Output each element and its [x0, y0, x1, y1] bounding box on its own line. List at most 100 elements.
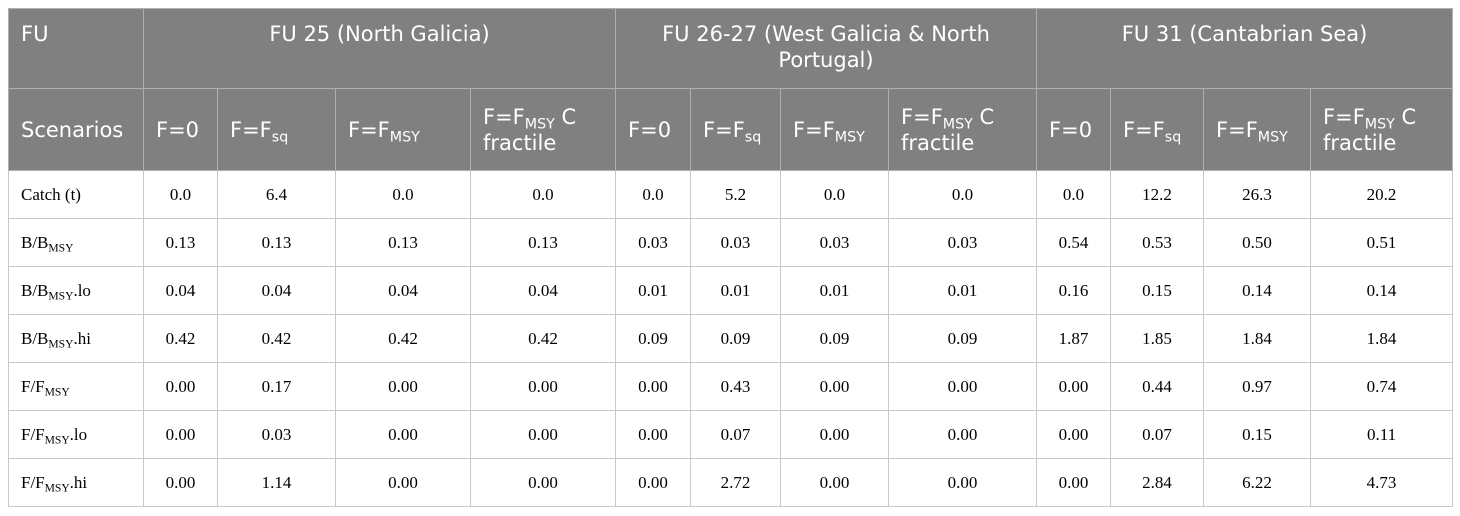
cell: 0.00 [888, 362, 1038, 411]
cell: 0.01 [615, 266, 692, 315]
cell: 0.01 [888, 266, 1038, 315]
group-header: FU 26-27 (West Galicia & North Portugal) [615, 8, 1038, 89]
group-header: FU 31 (Cantabrian Sea) [1036, 8, 1454, 89]
cell: 0.42 [217, 314, 336, 363]
cell: 0.00 [143, 362, 218, 411]
cell: 0.00 [888, 458, 1038, 507]
cell: 0.04 [335, 266, 471, 315]
data-row: Catch (t) 0.0 6.4 0.0 0.0 0.0 5.2 0.0 0.0 0.0 12.2… [8, 170, 1454, 219]
row-label: F/FMSY.lo [8, 410, 144, 459]
cell: 12.2 [1110, 170, 1205, 219]
text-tail: C fractile [483, 104, 577, 155]
text: F/F [21, 472, 45, 492]
text-tail: .lo [73, 280, 91, 300]
cell: 0.00 [1036, 458, 1112, 507]
text-tail: C fractile [1323, 104, 1417, 155]
cell: 0.54 [1036, 218, 1112, 267]
data-row: F/FMSY 0.00 0.17 0.00 0.00 0.00 0.43 0.00 0.00 0.… [8, 362, 1454, 411]
cell: 0.17 [217, 362, 336, 411]
data-row: F/FMSY.hi 0.00 1.14 0.00 0.00 0.00 2.72 0.00 0.0… [8, 458, 1454, 507]
cell: 0.00 [888, 410, 1038, 459]
cell: 6.4 [217, 170, 336, 219]
text: F=F [348, 117, 390, 142]
data-row: B/BMSY.hi 0.42 0.42 0.42 0.42 0.09 0.09 0.09 0.0… [8, 314, 1454, 363]
table-body: Catch (t) 0.0 6.4 0.0 0.0 0.0 5.2 0.0 0.0 0.0 12.2… [8, 170, 1454, 507]
cell: 0.0 [1036, 170, 1112, 219]
header-row: Scenarios F=0 F=Fsq F=FMSY F=FMSY C fractile… [8, 88, 1454, 171]
cell: 0.15 [1110, 266, 1205, 315]
scenario-header: F=FMSY C fractile [469, 88, 617, 171]
cell: 0.09 [888, 314, 1038, 363]
cell: 0.00 [1036, 362, 1112, 411]
text: F=F [230, 117, 272, 142]
cell: 0.00 [615, 410, 692, 459]
cell: 0.51 [1310, 218, 1454, 267]
cell: 0.74 [1310, 362, 1454, 411]
cell: 1.84 [1310, 314, 1454, 363]
cell: 0.04 [217, 266, 336, 315]
text: F=0 [1049, 117, 1093, 142]
cell: 0.13 [469, 218, 617, 267]
cell: 0.42 [469, 314, 617, 363]
cell: 0.53 [1110, 218, 1205, 267]
table-header: FU FU 25 (North Galicia) FU 26-27 (West Ga… [8, 8, 1454, 171]
cell: 0.16 [1036, 266, 1112, 315]
row-label: B/BMSY.lo [8, 266, 144, 315]
cell: 0.00 [143, 410, 218, 459]
header-row: FU FU 25 (North Galicia) FU 26-27 (West Ga… [8, 8, 1454, 89]
cell: 5.2 [690, 170, 782, 219]
text: F=F [1323, 104, 1365, 129]
cell: 20.2 [1310, 170, 1454, 219]
subscript: sq [271, 128, 289, 145]
text-tail: C fractile [901, 104, 995, 155]
cell: 0.04 [143, 266, 218, 315]
cell: 0.01 [780, 266, 890, 315]
cell: 6.22 [1203, 458, 1312, 507]
cell: 0.00 [615, 458, 692, 507]
cell: 0.0 [615, 170, 692, 219]
cell: 2.84 [1110, 458, 1205, 507]
scenario-header: F=FMSY [1203, 88, 1312, 171]
cell: 0.00 [143, 458, 218, 507]
text: F=F [483, 104, 525, 129]
cell: 0.00 [335, 410, 471, 459]
text: F=F [703, 117, 745, 142]
subscript: MSY [1257, 128, 1288, 145]
cell: 0.00 [469, 362, 617, 411]
cell: 0.14 [1203, 266, 1312, 315]
scenario-header: F=Fsq [217, 88, 336, 171]
cell: 0.00 [615, 362, 692, 411]
cell: 0.09 [780, 314, 890, 363]
cell: 0.00 [335, 362, 471, 411]
data-row: F/FMSY.lo 0.00 0.03 0.00 0.00 0.00 0.07 0.00 0.0… [8, 410, 1454, 459]
cell: 0.13 [143, 218, 218, 267]
cell: 0.09 [690, 314, 782, 363]
scenarios-header: Scenarios [8, 88, 144, 171]
cell: 0.03 [217, 410, 336, 459]
cell: 0.07 [690, 410, 782, 459]
cell: 0.0 [143, 170, 218, 219]
text: F/F [21, 376, 45, 396]
cell: 0.50 [1203, 218, 1312, 267]
cell: 0.00 [1036, 410, 1112, 459]
text: F=F [1216, 117, 1258, 142]
scenario-header: F=0 [143, 88, 218, 171]
cell: 1.85 [1110, 314, 1205, 363]
cell: 0.04 [469, 266, 617, 315]
text-tail: .hi [69, 472, 88, 492]
cell: 0.03 [888, 218, 1038, 267]
scenario-header: F=0 [1036, 88, 1112, 171]
cell: 0.09 [615, 314, 692, 363]
subscript: MSY [524, 115, 555, 132]
cell: 0.0 [469, 170, 617, 219]
cell: 0.14 [1310, 266, 1454, 315]
scenario-header: F=FMSY C fractile [888, 88, 1038, 171]
text: B/B [21, 280, 49, 300]
scenario-header: F=FMSY [780, 88, 890, 171]
cell: 0.00 [780, 458, 890, 507]
cell: 0.13 [217, 218, 336, 267]
scenario-header: F=FMSY C fractile [1310, 88, 1454, 171]
subscript: MSY [389, 128, 420, 145]
text: Catch (t) [21, 184, 81, 204]
